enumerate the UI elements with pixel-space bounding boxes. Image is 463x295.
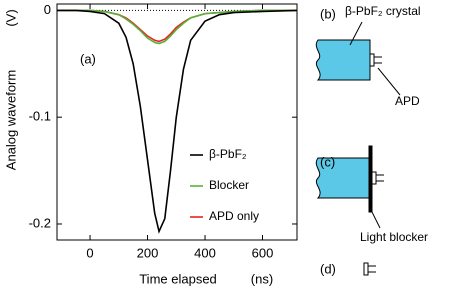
y-tick-label: 0 xyxy=(44,2,51,17)
y-axis-unit: (V) xyxy=(3,9,18,26)
series-line xyxy=(57,9,297,45)
x-tick-label: 0 xyxy=(86,245,93,260)
apd xyxy=(363,262,369,276)
x-axis-unit: (ns) xyxy=(251,271,273,286)
y-tick-label: -0.1 xyxy=(29,109,51,124)
x-tick-label: 600 xyxy=(252,245,274,260)
legend-label: β-PbF₂ xyxy=(209,147,247,161)
x-tick-label: 400 xyxy=(194,245,216,260)
y-axis-label: Analog waveform xyxy=(3,70,18,170)
diagram xyxy=(315,21,401,276)
series-line xyxy=(57,9,298,234)
x-tick-label: 200 xyxy=(137,245,159,260)
legend-label: Blocker xyxy=(209,178,249,192)
panel-label: (d) xyxy=(320,261,336,276)
crystal-label: β-PbF₂ crystal xyxy=(345,4,421,18)
panel-label: (b) xyxy=(320,6,336,21)
apd xyxy=(371,171,377,185)
y-tick-label: -0.2 xyxy=(29,215,51,230)
series-line xyxy=(57,9,297,43)
x-axis-label: Time elapsed xyxy=(139,271,217,286)
crystal xyxy=(315,39,371,81)
apd-label: APD xyxy=(395,94,420,108)
apd xyxy=(369,53,375,67)
legend-label: APD only xyxy=(209,209,259,223)
arrow xyxy=(349,21,363,46)
annotation: (a) xyxy=(80,51,96,66)
plot-frame xyxy=(56,3,298,241)
arrow xyxy=(377,67,401,96)
panel-label: (c) xyxy=(320,154,335,169)
arrow xyxy=(371,211,381,229)
crystal xyxy=(315,157,371,199)
blocker-label: Light blocker xyxy=(360,230,428,244)
